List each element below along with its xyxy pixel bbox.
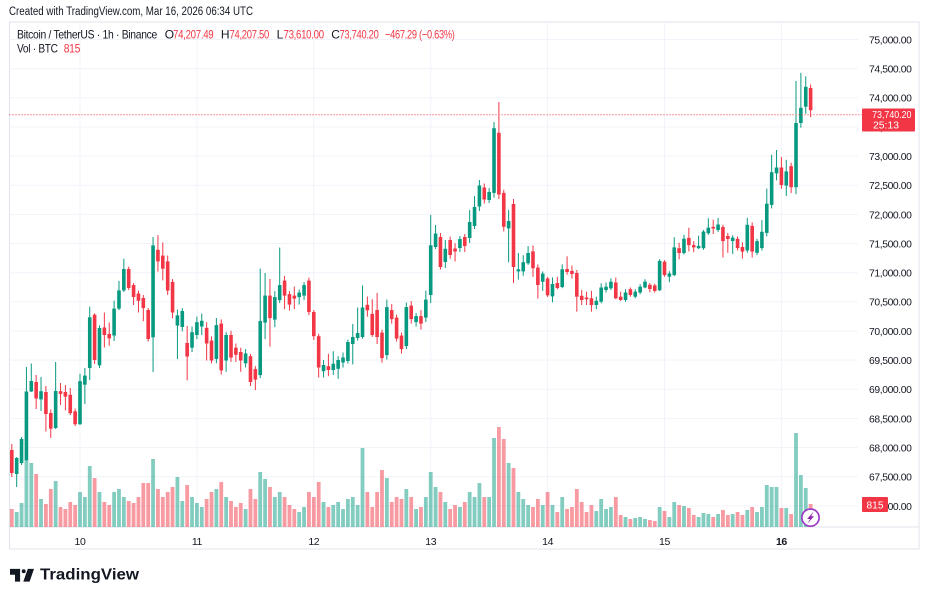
svg-text:67,500.00: 67,500.00 [869, 472, 912, 484]
svg-text:74,207.50: 74,207.50 [230, 28, 270, 42]
svg-text:68,500.00: 68,500.00 [869, 413, 912, 425]
svg-text:H: H [221, 28, 229, 42]
svg-text:68,000.00: 68,000.00 [869, 443, 912, 455]
svg-text:C: C [331, 28, 340, 42]
svg-text:75,000.00: 75,000.00 [869, 34, 912, 46]
svg-text:815: 815 [867, 500, 884, 511]
svg-text:25:13: 25:13 [873, 121, 899, 132]
svg-text:14: 14 [542, 536, 553, 548]
svg-text:Bitcoin / TetherUS · 1h · Bina: Bitcoin / TetherUS · 1h · Binance [17, 28, 158, 42]
svg-text:70,500.00: 70,500.00 [869, 297, 912, 309]
svg-text:15: 15 [659, 536, 670, 548]
svg-text:72,500.00: 72,500.00 [869, 180, 912, 192]
svg-text:74,000.00: 74,000.00 [869, 93, 912, 105]
svg-text:13: 13 [425, 536, 436, 548]
svg-text:73,610.00: 73,610.00 [284, 28, 325, 42]
svg-text:Vol · BTC: Vol · BTC [17, 42, 58, 56]
svg-text:70,000.00: 70,000.00 [869, 326, 912, 338]
svg-text:16: 16 [776, 536, 787, 548]
svg-text:73,740.20: 73,740.20 [872, 110, 912, 121]
svg-text:L: L [277, 28, 284, 42]
svg-text:Created with TradingView.com,: Created with TradingView.com, Mar 16, 20… [9, 6, 253, 18]
svg-text:10: 10 [75, 536, 86, 548]
svg-text:TradingView: TradingView [40, 567, 140, 584]
svg-text:69,500.00: 69,500.00 [869, 355, 912, 367]
svg-text:11: 11 [192, 536, 203, 548]
svg-text:O: O [165, 28, 174, 42]
svg-text:71,500.00: 71,500.00 [869, 238, 912, 250]
svg-text:73,740.20: 73,740.20 [340, 28, 380, 42]
svg-text:−467.29 (−0.63%): −467.29 (−0.63%) [385, 28, 455, 42]
svg-text:12: 12 [308, 536, 319, 548]
svg-text:815: 815 [64, 42, 81, 56]
svg-text:71,000.00: 71,000.00 [869, 268, 912, 280]
svg-text:73,000.00: 73,000.00 [869, 151, 912, 163]
svg-text:69,000.00: 69,000.00 [869, 384, 912, 396]
svg-text:72,000.00: 72,000.00 [869, 209, 912, 221]
svg-text:74,500.00: 74,500.00 [869, 64, 912, 76]
svg-text:74,207.49: 74,207.49 [173, 28, 214, 42]
